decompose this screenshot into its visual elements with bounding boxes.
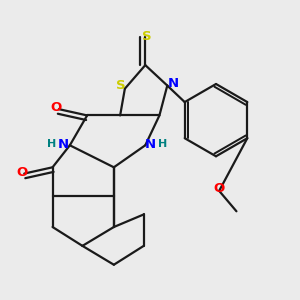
Text: N: N bbox=[145, 138, 156, 151]
Text: O: O bbox=[51, 101, 62, 114]
Text: O: O bbox=[16, 166, 27, 178]
Text: N: N bbox=[57, 138, 68, 151]
Text: H: H bbox=[158, 139, 167, 149]
Text: O: O bbox=[214, 182, 225, 195]
Text: H: H bbox=[47, 139, 56, 149]
Text: S: S bbox=[142, 30, 152, 43]
Text: S: S bbox=[116, 79, 126, 92]
Text: N: N bbox=[167, 77, 178, 91]
